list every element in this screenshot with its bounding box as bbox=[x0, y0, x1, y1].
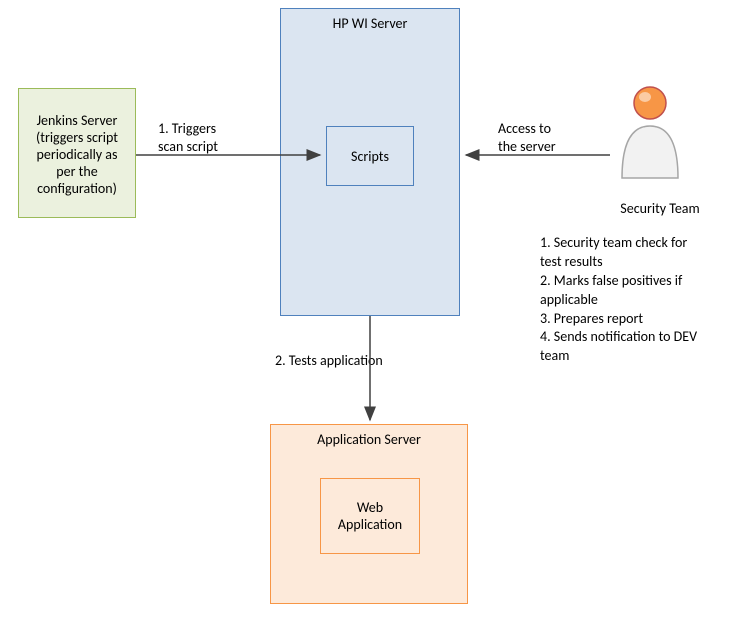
webapp-label: Web Application bbox=[338, 499, 402, 533]
webapp-box: Web Application bbox=[320, 478, 420, 554]
person-icon bbox=[610, 78, 690, 188]
scripts-box: Scripts bbox=[326, 126, 414, 186]
scripts-label: Scripts bbox=[351, 148, 389, 165]
security-team-actor bbox=[610, 78, 690, 188]
edge-label-access: Access to the server bbox=[498, 120, 556, 155]
appserver-title: Application Server bbox=[309, 425, 429, 452]
jenkins-title: Jenkins Server (triggers script periodic… bbox=[19, 106, 135, 201]
edge-label-tests: 2. Tests application bbox=[275, 352, 383, 370]
edge-label-triggers: 1. Triggers scan script bbox=[158, 120, 218, 155]
hpwi-title: HP WI Server bbox=[325, 9, 416, 36]
jenkins-server-box: Jenkins Server (triggers script periodic… bbox=[18, 88, 136, 218]
security-steps-note: 1. Security team check for test results … bbox=[540, 234, 697, 366]
security-team-label: Security Team bbox=[600, 200, 720, 218]
